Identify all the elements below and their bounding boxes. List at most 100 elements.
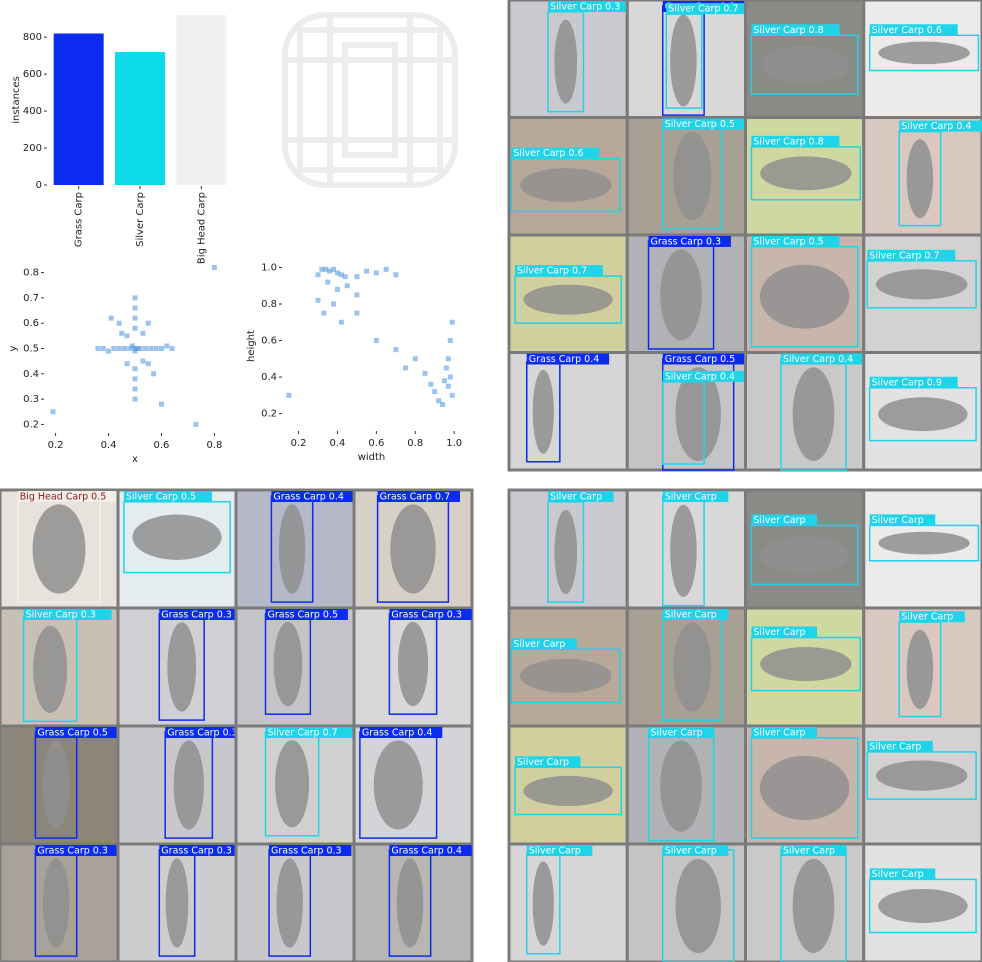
- box-label: Grass Carp 0.3: [161, 610, 232, 621]
- box-label: Silver Carp 0.6: [872, 25, 942, 36]
- label-bg: [867, 249, 956, 261]
- box-label: Silver Carp 0.8: [753, 136, 823, 147]
- cell: [132, 325, 138, 331]
- cell: [124, 361, 130, 367]
- box-label: Grass Carp 0.5: [37, 728, 108, 739]
- cell: [140, 358, 146, 364]
- x-tick-label: 0.8: [206, 440, 222, 451]
- fish: [660, 249, 702, 341]
- fish: [165, 858, 189, 948]
- y-tick-label: 0: [36, 180, 42, 191]
- label-bg: [165, 727, 248, 738]
- label-bg: [780, 845, 847, 856]
- cell: [393, 347, 399, 353]
- label-bg: [389, 609, 472, 620]
- label-bg: [662, 353, 746, 365]
- cell: [145, 320, 151, 326]
- cell: [148, 346, 154, 351]
- fish: [876, 269, 968, 300]
- label-bg: [666, 3, 755, 15]
- cell: [193, 421, 199, 427]
- cell: [158, 401, 164, 407]
- label-bg: [899, 611, 965, 623]
- label-bg: [869, 868, 936, 880]
- cell: [383, 266, 389, 272]
- overlay-rect: [282, 12, 458, 188]
- label-bg: [867, 740, 933, 752]
- label-bg: [514, 756, 581, 768]
- x-tick-label: Grass Carp: [74, 192, 85, 247]
- cell: [445, 356, 451, 362]
- cell: [321, 310, 327, 316]
- cell: [158, 346, 164, 351]
- label-bg: [511, 147, 600, 159]
- cell: [403, 365, 409, 371]
- label-bg: [511, 638, 577, 650]
- fish: [792, 858, 835, 954]
- label-bg: [662, 491, 729, 502]
- cell: [108, 315, 114, 321]
- label-bg: [265, 609, 348, 620]
- fish: [373, 740, 423, 830]
- cell: [354, 310, 360, 316]
- fish: [760, 156, 852, 191]
- fish: [878, 888, 968, 923]
- cell: [334, 286, 340, 292]
- cell: [315, 272, 321, 278]
- box-label: Silver Carp 0.3: [550, 2, 620, 13]
- overlay-rect: [297, 27, 443, 173]
- y-tick-label: 0.6: [261, 336, 277, 347]
- fish: [670, 14, 697, 107]
- y-axis-label: height: [246, 330, 257, 362]
- box-label: Grass Carp 0.3: [167, 728, 238, 739]
- x-tick-label: 0.2: [291, 438, 307, 449]
- cell: [121, 346, 127, 351]
- cell: [137, 346, 143, 351]
- box-label: Silver Carp 0.3: [26, 610, 96, 621]
- cell: [439, 401, 445, 407]
- cell: [447, 374, 453, 380]
- label-bg: [869, 514, 936, 526]
- label-bg: [359, 727, 443, 738]
- box-label: Grass Carp 0.4: [529, 354, 600, 365]
- fish: [523, 775, 613, 807]
- label-bg: [526, 353, 610, 365]
- fish: [397, 621, 429, 707]
- label-bg: [648, 727, 715, 738]
- fish: [670, 504, 697, 597]
- label-bg: [869, 24, 958, 36]
- bar: [115, 51, 165, 186]
- fish: [132, 514, 222, 560]
- cell: [132, 346, 138, 351]
- cell: [344, 283, 350, 289]
- overlay-rect: [282, 57, 458, 143]
- label-bg: [23, 609, 112, 620]
- fish: [759, 264, 850, 329]
- cell: [140, 330, 146, 336]
- label-bg: [514, 265, 603, 277]
- fish: [173, 740, 204, 830]
- cell: [135, 346, 141, 351]
- y-tick-label: 0.5: [23, 344, 39, 355]
- fish: [876, 760, 968, 791]
- box-label: Grass Carp 0.3: [271, 846, 342, 857]
- box-label: Grass Carp 0.3: [161, 846, 232, 857]
- box-label: Silver Carp 0.8: [753, 25, 823, 36]
- cell: [412, 356, 418, 362]
- fish: [167, 622, 197, 712]
- y-tick-label: 0.8: [261, 299, 277, 310]
- cell: [338, 319, 344, 325]
- box-label: Silver Carp 0.5: [753, 237, 823, 248]
- cell: [132, 295, 138, 301]
- fish: [759, 755, 850, 821]
- box-label: Silver Carp: [872, 869, 924, 880]
- box-label: Silver Carp: [665, 610, 717, 621]
- bar: [53, 33, 104, 186]
- cell: [325, 279, 331, 285]
- x-tick-label: 0.2: [48, 440, 64, 451]
- cell: [331, 301, 337, 307]
- box-label: Silver Carp 0.4: [901, 121, 971, 132]
- box-label: Silver Carp: [753, 627, 805, 638]
